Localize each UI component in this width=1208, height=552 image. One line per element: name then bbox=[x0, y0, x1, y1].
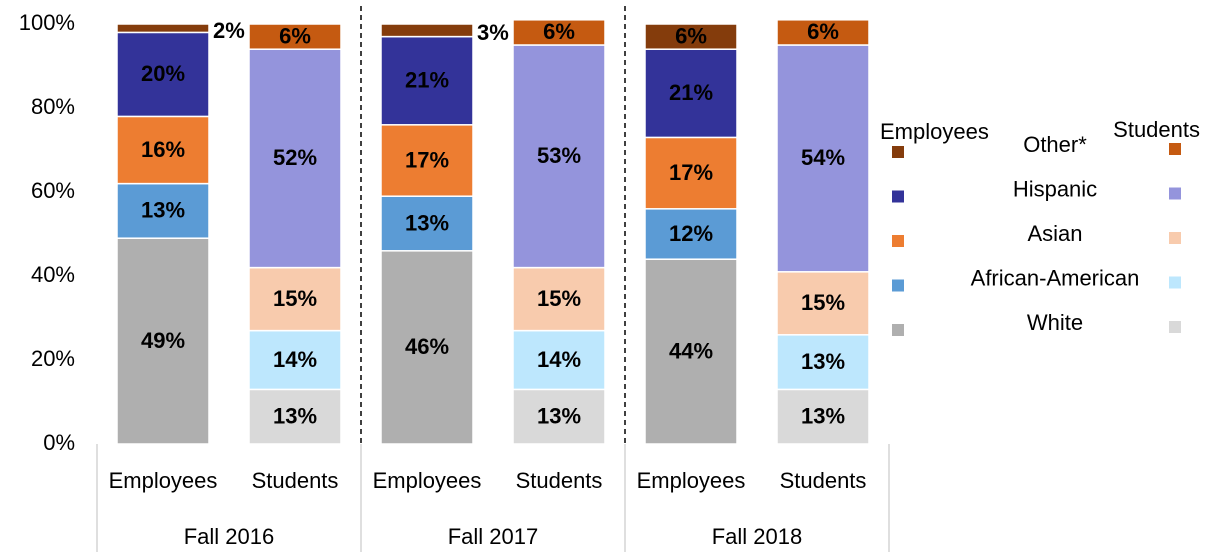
value-label: 46% bbox=[405, 334, 449, 359]
value-label: 6% bbox=[807, 19, 839, 44]
x-tick-label: Employees bbox=[373, 468, 482, 493]
value-label: 15% bbox=[273, 286, 317, 311]
value-label: 13% bbox=[537, 404, 581, 429]
group-separators bbox=[360, 6, 626, 444]
bar-segment bbox=[116, 23, 210, 34]
value-label: 13% bbox=[141, 198, 185, 223]
value-label: 49% bbox=[141, 328, 185, 353]
value-label: 13% bbox=[273, 404, 317, 429]
legend-label: Hispanic bbox=[1013, 176, 1097, 201]
bar-segment bbox=[776, 19, 870, 46]
bar-segment bbox=[248, 329, 342, 391]
value-label: 21% bbox=[405, 68, 449, 93]
bar-segment bbox=[776, 271, 870, 336]
value-label: 6% bbox=[543, 19, 575, 44]
value-label: 6% bbox=[279, 23, 311, 48]
legend-swatch bbox=[1169, 232, 1181, 244]
bar-segment bbox=[644, 136, 738, 210]
bar-segment bbox=[644, 23, 738, 50]
bar-segment bbox=[116, 115, 210, 185]
bar-segment bbox=[776, 334, 870, 391]
value-label: 54% bbox=[801, 145, 845, 170]
bar-segment bbox=[512, 329, 606, 391]
value-label: 44% bbox=[669, 338, 713, 363]
value-label: 6% bbox=[675, 23, 707, 48]
legend-header: Employees bbox=[880, 119, 989, 144]
y-tick-label: 100% bbox=[19, 10, 75, 35]
legend-label: Other* bbox=[1023, 132, 1087, 157]
legend-swatch bbox=[1169, 187, 1181, 200]
bar-segment bbox=[380, 35, 474, 126]
legend-label: African-American bbox=[971, 265, 1140, 290]
legend-swatch bbox=[1169, 143, 1181, 155]
bar-segment bbox=[248, 48, 342, 269]
legend-swatch bbox=[892, 146, 904, 158]
group-label: Fall 2016 bbox=[184, 524, 275, 549]
bar-segment bbox=[116, 31, 210, 118]
legend-swatch bbox=[892, 279, 904, 292]
bar-segment bbox=[512, 44, 606, 269]
legend-swatch bbox=[1169, 321, 1181, 333]
bar-segment bbox=[512, 388, 606, 445]
legend-swatch bbox=[892, 324, 904, 336]
value-label: 15% bbox=[801, 290, 845, 315]
y-tick-label: 0% bbox=[43, 430, 75, 455]
legend-swatch bbox=[892, 235, 904, 247]
value-label: 21% bbox=[669, 80, 713, 105]
bar-segment bbox=[512, 19, 606, 46]
bar-segment bbox=[380, 250, 474, 445]
group-label: Fall 2018 bbox=[712, 524, 803, 549]
legend-label: White bbox=[1027, 310, 1083, 335]
value-label: 14% bbox=[273, 347, 317, 372]
value-label: 12% bbox=[669, 221, 713, 246]
bar-segment bbox=[248, 388, 342, 445]
x-tick-label: Students bbox=[780, 468, 867, 493]
value-label: 20% bbox=[141, 61, 185, 86]
bar-segment bbox=[248, 23, 342, 50]
y-tick-label: 60% bbox=[31, 178, 75, 203]
value-label: 14% bbox=[537, 347, 581, 372]
x-tick-label: Students bbox=[516, 468, 603, 493]
x-tick-label: Employees bbox=[109, 468, 218, 493]
x-tick-label: Students bbox=[252, 468, 339, 493]
value-label: 53% bbox=[537, 143, 581, 168]
y-tick-label: 80% bbox=[31, 94, 75, 119]
y-tick-label: 20% bbox=[31, 346, 75, 371]
bar-segment bbox=[776, 44, 870, 273]
value-label: 15% bbox=[537, 286, 581, 311]
y-tick-label: 40% bbox=[31, 262, 75, 287]
value-label: 13% bbox=[801, 404, 845, 429]
value-label: 13% bbox=[405, 210, 449, 235]
value-label: 13% bbox=[801, 349, 845, 374]
legend-header: Students bbox=[1113, 117, 1200, 142]
bar-segment bbox=[644, 48, 738, 139]
group-label: Fall 2017 bbox=[448, 524, 539, 549]
bar-segment bbox=[116, 237, 210, 445]
value-label: 52% bbox=[273, 145, 317, 170]
bar-segment bbox=[380, 124, 474, 197]
legend-swatch bbox=[892, 190, 904, 203]
x-tick-label: Employees bbox=[637, 468, 746, 493]
value-label: 3% bbox=[477, 20, 509, 45]
value-label: 2% bbox=[213, 18, 245, 43]
bar-segment bbox=[644, 208, 738, 260]
bar-segment bbox=[380, 195, 474, 252]
value-label: 17% bbox=[669, 160, 713, 185]
value-label: 16% bbox=[141, 137, 185, 162]
category-frame bbox=[96, 444, 890, 552]
legend-label: Asian bbox=[1027, 221, 1082, 246]
bar-segment bbox=[248, 266, 342, 332]
bar-segment bbox=[644, 258, 738, 445]
bar-segment bbox=[380, 23, 474, 38]
legend-swatch bbox=[1169, 276, 1181, 289]
bar-segment bbox=[512, 266, 606, 332]
value-label: 17% bbox=[405, 147, 449, 172]
